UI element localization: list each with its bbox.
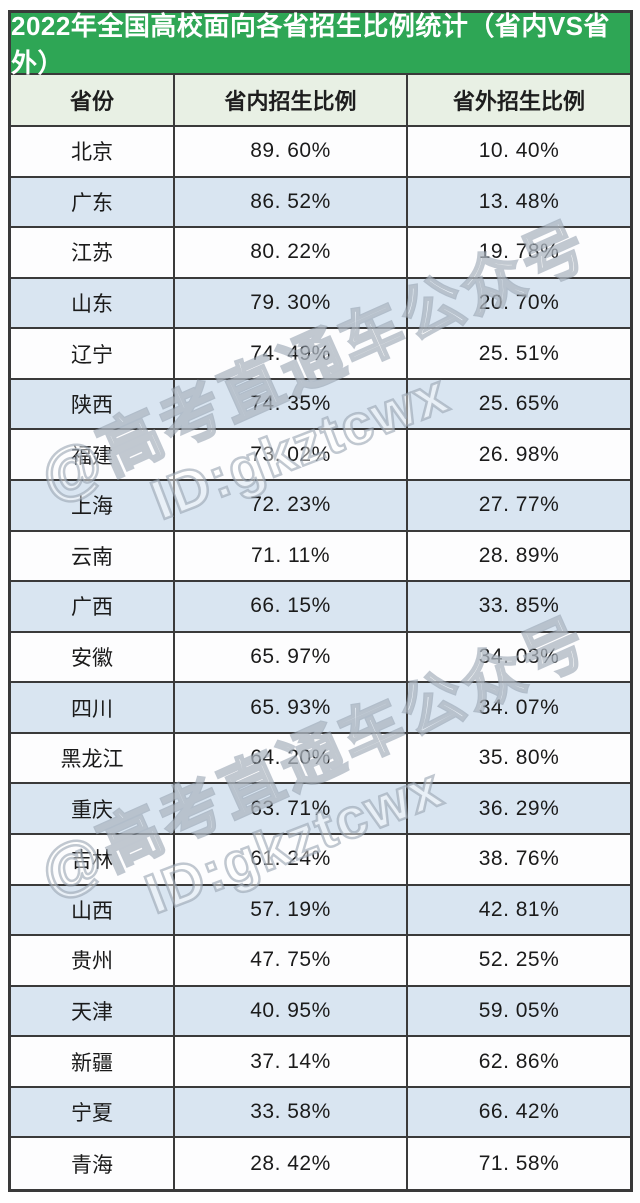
in-province-ratio-cell: 66. 15% [173,582,406,631]
table-row: 广东 86. 52% 13. 48% [11,177,630,229]
out-province-ratio-cell: 34. 07% [406,683,630,732]
table-row: 山东 79. 30% 20. 70% [11,278,630,330]
in-province-ratio-cell: 65. 97% [173,632,406,682]
enrollment-ratio-table: 2022年全国高校面向各省招生比例统计（省内VS省外） 省份 省内招生比例 省外… [8,10,633,1192]
table-header-row: 省份 省内招生比例 省外招生比例 [11,75,630,127]
province-cell: 云南 [71,545,113,569]
province-cell: 山西 [71,899,113,923]
province-cell: 广东 [71,191,113,215]
province-cell: 贵州 [71,950,113,974]
province-cell: 宁夏 [71,1102,113,1126]
in-province-ratio-cell: 28. 42% [173,1138,406,1189]
province-cell: 重庆 [71,798,113,822]
table-row: 辽宁 74. 49% 25. 51% [11,329,630,380]
out-province-ratio-cell: 71. 58% [406,1138,630,1189]
in-province-ratio-cell: 86. 52% [173,177,406,227]
in-province-ratio-cell: 65. 93% [173,683,406,732]
table-row: 福建 73. 02% 26. 98% [11,430,630,481]
in-province-ratio-cell: 57. 19% [173,885,406,935]
table-row: 山西 57. 19% 42. 81% [11,885,630,937]
table-row: 广西 66. 15% 33. 85% [11,582,630,633]
out-province-ratio-cell: 62. 86% [406,1037,630,1086]
out-province-ratio-cell: 26. 98% [406,430,630,479]
out-province-ratio-cell: 27. 77% [406,481,630,530]
province-cell: 安徽 [71,646,113,670]
in-province-ratio-cell: 47. 75% [173,936,406,985]
in-province-ratio-cell: 64. 20% [173,733,406,783]
in-province-ratio-cell: 89. 60% [173,127,406,176]
out-province-ratio-cell: 38. 76% [406,835,630,884]
table-row: 云南 71. 11% 28. 89% [11,531,630,583]
table-title-banner: 2022年全国高校面向各省招生比例统计（省内VS省外） [11,11,630,78]
table-row: 北京 89. 60% 10. 40% [11,127,630,178]
out-province-ratio-cell: 36. 29% [406,784,630,833]
table-row: 新疆 37. 14% 62. 86% [11,1037,630,1088]
in-province-ratio-cell: 79. 30% [173,278,406,328]
in-province-ratio-cell: 63. 71% [173,784,406,833]
out-province-ratio-cell: 35. 80% [406,733,630,783]
out-province-ratio-cell: 19. 78% [406,228,630,277]
province-cell: 黑龙江 [60,748,124,772]
table-row: 上海 72. 23% 27. 77% [11,481,630,532]
table-body: 北京 89. 60% 10. 40% 广东 86. 52% 13. 48% 江苏 80. 22… [11,127,630,1189]
out-province-ratio-cell: 33. 85% [406,582,630,631]
province-cell: 四川 [71,697,113,721]
out-province-ratio-cell: 25. 65% [406,379,630,429]
out-province-ratio-cell: 52. 25% [406,936,630,985]
out-province-ratio-cell: 59. 05% [406,986,630,1036]
in-province-ratio-cell: 71. 11% [173,531,406,581]
province-cell: 北京 [71,141,113,165]
out-province-ratio-cell: 13. 48% [406,177,630,227]
province-cell: 天津 [71,1000,113,1024]
province-cell: 江苏 [71,242,113,266]
table-row: 重庆 63. 71% 36. 29% [11,784,630,835]
out-province-ratio-cell: 10. 40% [406,127,630,176]
province-cell: 吉林 [71,849,113,873]
province-cell: 陕西 [71,394,113,418]
in-province-ratio-cell: 74. 35% [173,379,406,429]
table-row: 吉林 61. 24% 38. 76% [11,835,630,886]
province-cell: 新疆 [71,1051,113,1075]
province-cell: 辽宁 [71,343,113,367]
out-province-ratio-cell: 42. 81% [406,885,630,935]
table-row: 安徽 65. 97% 34. 03% [11,632,630,684]
in-province-ratio-cell: 40. 95% [173,986,406,1036]
header-province: 省份 [69,89,114,114]
table-row: 贵州 47. 75% 52. 25% [11,936,630,987]
out-province-ratio-cell: 66. 42% [406,1087,630,1137]
table-row: 四川 65. 93% 34. 07% [11,683,630,734]
header-in-province-ratio: 省内招生比例 [173,75,406,125]
table-row: 天津 40. 95% 59. 05% [11,986,630,1038]
in-province-ratio-cell: 74. 49% [173,329,406,378]
table-row: 黑龙江 64. 20% 35. 80% [11,733,630,785]
out-province-ratio-cell: 28. 89% [406,531,630,581]
table-row: 青海 28. 42% 71. 58% [11,1138,630,1189]
in-province-ratio-cell: 73. 02% [173,430,406,479]
in-province-ratio-cell: 37. 14% [173,1037,406,1086]
out-province-ratio-cell: 25. 51% [406,329,630,378]
table-row: 江苏 80. 22% 19. 78% [11,228,630,279]
out-province-ratio-cell: 34. 03% [406,632,630,682]
province-cell: 广西 [71,596,113,620]
page-title: 2022年全国高校面向各省招生比例统计（省内VS省外） [11,11,611,78]
in-province-ratio-cell: 80. 22% [173,228,406,277]
table-row: 陕西 74. 35% 25. 65% [11,379,630,431]
in-province-ratio-cell: 33. 58% [173,1087,406,1137]
in-province-ratio-cell: 61. 24% [173,835,406,884]
province-cell: 上海 [71,495,113,519]
province-cell: 山东 [71,292,113,316]
table-row: 宁夏 33. 58% 66. 42% [11,1087,630,1139]
out-province-ratio-cell: 20. 70% [406,278,630,328]
header-out-province-ratio: 省外招生比例 [406,75,630,125]
in-province-ratio-cell: 72. 23% [173,481,406,530]
province-cell: 青海 [71,1153,113,1177]
province-cell: 福建 [71,444,113,468]
